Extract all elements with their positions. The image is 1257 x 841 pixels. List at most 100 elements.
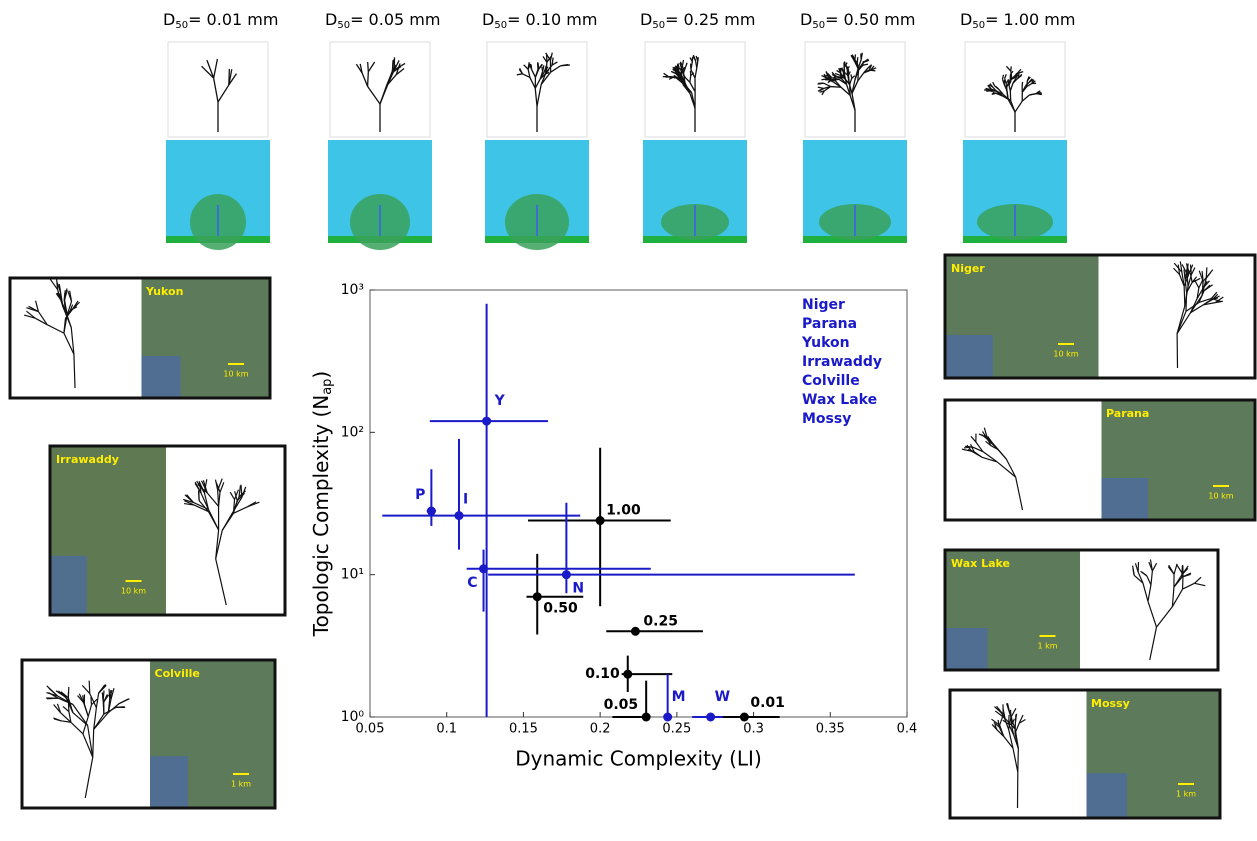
- x-tick-label: 0.35: [816, 722, 845, 737]
- point-label: M: [672, 689, 686, 705]
- scale-label: 1 km: [1176, 790, 1196, 799]
- channel: [858, 69, 859, 81]
- y-axis-title: Topologic Complexity (Nap): [309, 371, 335, 638]
- scale-label: 10 km: [121, 587, 146, 596]
- channel: [218, 490, 219, 506]
- sim-label-sub: 50: [494, 20, 507, 31]
- channel: [64, 293, 65, 300]
- x-axis-title: Dynamic Complexity (LI): [515, 747, 762, 771]
- y-tick-label: 10⁰: [341, 709, 365, 725]
- point-label: 0.25: [643, 613, 678, 629]
- point: [533, 592, 542, 601]
- point: [479, 564, 488, 573]
- x-tick-label: 0.3: [743, 722, 764, 737]
- sim-label: D50= 0.01 mm: [163, 10, 278, 32]
- point-label: 0.05: [604, 697, 639, 713]
- channel: [821, 79, 826, 80]
- satellite-sea: [142, 356, 181, 397]
- point-label: W: [715, 689, 730, 705]
- satellite-sea: [52, 556, 87, 614]
- scale-label: 10 km: [1053, 350, 1078, 359]
- point: [482, 417, 491, 426]
- scale-label: 10 km: [223, 370, 248, 379]
- legend-entry: Mossy: [802, 411, 851, 427]
- scale-label: 1 km: [231, 780, 251, 789]
- scale-label: 1 km: [1037, 642, 1057, 651]
- legend-entry: Parana: [802, 316, 857, 332]
- point: [623, 670, 632, 679]
- sim-label-d: D: [163, 10, 175, 29]
- x-tick-label: 0.25: [662, 722, 691, 737]
- sim-label: D50= 0.50 mm: [800, 10, 915, 32]
- point-label: C: [467, 575, 477, 591]
- y-tick-label: 10³: [341, 282, 364, 298]
- channel: [103, 690, 104, 701]
- point: [642, 713, 651, 722]
- sim-label-sub: 50: [812, 20, 825, 31]
- sim-label-d: D: [325, 10, 337, 29]
- sim-label: D50= 0.05 mm: [325, 10, 440, 32]
- point-label: N: [572, 581, 584, 597]
- point-label: 0.10: [585, 666, 620, 682]
- x-tick-label: 0.1: [436, 722, 457, 737]
- point-label: I: [463, 492, 468, 508]
- channel: [109, 689, 110, 699]
- channel: [561, 65, 570, 66]
- figure: D50= 0.01 mmD50= 0.05 mmD50= 0.10 mmD50=…: [0, 0, 1257, 837]
- legend-entry: Yukon: [801, 335, 850, 351]
- channel: [1182, 567, 1183, 577]
- point-label: P: [415, 487, 425, 503]
- point: [740, 713, 749, 722]
- channel: [847, 70, 848, 77]
- delta-name: Yukon: [145, 285, 183, 298]
- x-tick-label: 0.4: [897, 722, 918, 737]
- satellite-sea: [947, 628, 988, 669]
- delta-name: Mossy: [1091, 697, 1130, 710]
- sim-label-sub: 50: [175, 20, 188, 31]
- y-tick-label: 10¹: [341, 567, 364, 583]
- legend-entry: Colville: [802, 373, 860, 389]
- sim-label-d: D: [640, 10, 652, 29]
- point: [631, 627, 640, 636]
- channel: [1011, 71, 1012, 79]
- channel: [851, 74, 852, 78]
- legend-entry: Irrawaddy: [802, 354, 882, 370]
- channel: [368, 62, 369, 72]
- channel: [992, 93, 996, 94]
- channel: [690, 76, 691, 83]
- sim-label-d: D: [960, 10, 972, 29]
- point: [454, 511, 463, 520]
- x-tick-label: 0.15: [509, 722, 538, 737]
- x-tick-label: 0.2: [590, 722, 611, 737]
- delta-name: Niger: [951, 262, 985, 275]
- point-label: 0.50: [543, 601, 578, 617]
- channel: [1206, 267, 1207, 278]
- point: [427, 507, 436, 516]
- delta-name: Colville: [155, 667, 200, 680]
- delta-name: Wax Lake: [951, 557, 1010, 570]
- point: [706, 713, 715, 722]
- delta-name: Parana: [1106, 407, 1149, 420]
- sim-label-text: = 0.50 mm: [825, 10, 915, 29]
- legend-entry: Wax Lake: [802, 392, 877, 408]
- sim-label-d: D: [800, 10, 812, 29]
- sim-label-text: = 0.25 mm: [665, 10, 755, 29]
- y-title-sub: ap: [320, 379, 335, 395]
- satellite-sea: [947, 335, 994, 377]
- channel: [368, 72, 369, 87]
- legend-entry: Niger: [802, 297, 845, 313]
- satellite-sea: [150, 756, 188, 806]
- sim-label-sub: 50: [972, 20, 985, 31]
- delta-name: Irrawaddy: [56, 453, 119, 466]
- point-label: 0.01: [750, 695, 785, 711]
- channel: [1203, 279, 1204, 288]
- channel: [538, 63, 539, 69]
- sim-label-sub: 50: [337, 20, 350, 31]
- sim-label: D50= 0.25 mm: [640, 10, 755, 32]
- sim-label-sub: 50: [652, 20, 665, 31]
- sim-label: D50= 1.00 mm: [960, 10, 1075, 32]
- y-title-main: Topologic Complexity (N: [309, 395, 333, 637]
- channel: [89, 681, 90, 694]
- point-label: 1.00: [606, 503, 641, 519]
- scale-label: 10 km: [1208, 492, 1233, 501]
